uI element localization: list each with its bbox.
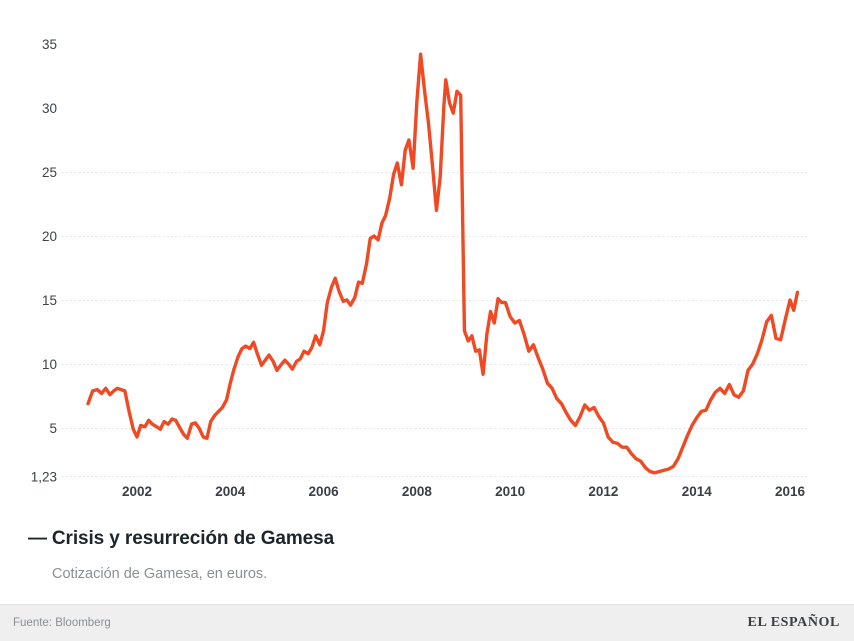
y-tick-label: 5 bbox=[49, 421, 57, 436]
chart-caption-block: — Crisis y resurreción de Gamesa Cotizaci… bbox=[0, 512, 854, 604]
x-tick-label: 2002 bbox=[122, 484, 152, 499]
y-tick-label: 30 bbox=[42, 101, 57, 116]
gridlines bbox=[62, 172, 810, 477]
price-line-series bbox=[86, 52, 800, 475]
x-tick-label: 2006 bbox=[309, 484, 340, 499]
x-tick-label: 2014 bbox=[682, 484, 713, 499]
chart-title-text: Crisis y resurreción de Gamesa bbox=[51, 528, 335, 549]
y-tick-label: 35 bbox=[42, 37, 57, 52]
x-tick-label: 2004 bbox=[215, 484, 246, 499]
chart-title: — Crisis y resurreción de Gamesa bbox=[28, 528, 334, 550]
chart-subtitle: Cotización de Gamesa, en euros. bbox=[52, 566, 268, 582]
x-tick-label: 2016 bbox=[775, 484, 806, 499]
source-attribution: Fuente: Bloomberg bbox=[13, 617, 111, 629]
x-tick-label: 2008 bbox=[402, 484, 433, 499]
y-axis-tick-labels: 35 30 25 20 15 10 5 1,23 bbox=[31, 37, 57, 484]
x-tick-label: 2012 bbox=[588, 484, 618, 499]
chart-plot-area: 35 30 25 20 15 10 5 1,23 2002 2004 2006 2008 2010 20… bbox=[31, 37, 810, 499]
chart-footer: Fuente: Bloomberg EL ESPAÑOL bbox=[0, 604, 854, 641]
y-tick-label: 20 bbox=[42, 229, 57, 244]
title-dash-marker: — bbox=[28, 528, 47, 549]
x-axis-tick-labels: 2002 2004 2006 2008 2010 2012 2014 2016 bbox=[122, 484, 806, 499]
y-tick-label: 10 bbox=[42, 357, 57, 372]
x-tick-label: 2010 bbox=[495, 484, 525, 499]
publisher-logo: EL ESPAÑOL bbox=[747, 615, 840, 630]
y-tick-label: 25 bbox=[42, 165, 57, 180]
y-tick-label: 15 bbox=[42, 293, 57, 308]
y-tick-label: 1,23 bbox=[31, 469, 57, 484]
